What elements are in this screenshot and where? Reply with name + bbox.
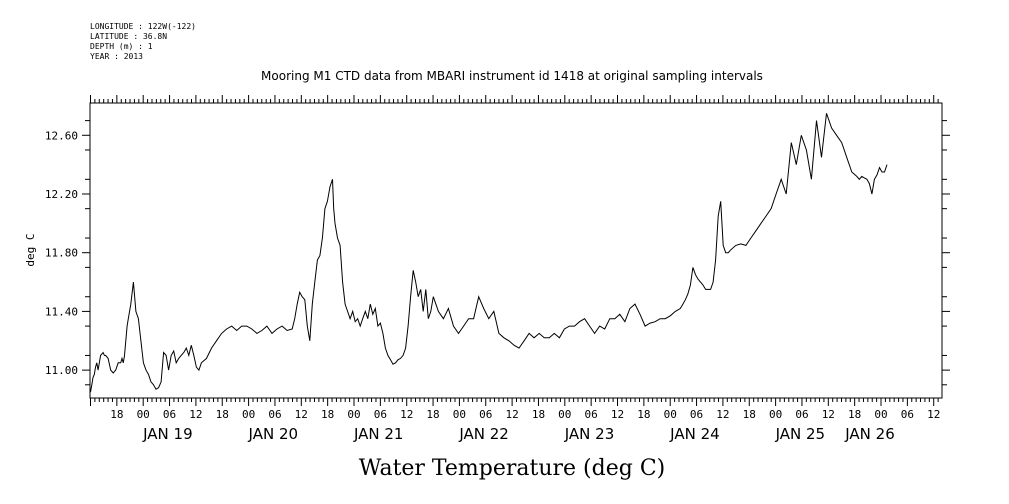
x-day-label: JAN 19 (142, 425, 193, 443)
x-hour-label: 06 (901, 408, 914, 421)
x-hour-label: 06 (163, 408, 176, 421)
x-hour-label: 18 (637, 408, 650, 421)
temperature-series-line (90, 113, 888, 393)
x-hour-label: 00 (242, 408, 255, 421)
x-day-label: JAN 26 (844, 425, 895, 443)
x-hour-label: 12 (716, 408, 729, 421)
x-hour-label: 06 (585, 408, 598, 421)
x-hour-labels: 18 00 06 12 18 00 06 12 18 00 06 12 18 00 06 12 18 00 06 12… (110, 408, 940, 421)
latitude-label: LATITUDE : 36.8N (90, 32, 168, 41)
longitude-label: LONGITUDE : 122W(-122) (90, 22, 196, 31)
x-hour-label: 18 (532, 408, 545, 421)
x-hour-label: 18 (848, 408, 861, 421)
x-hour-label: 12 (611, 408, 624, 421)
x-hour-label: 18 (426, 408, 439, 421)
depth-label: DEPTH (m) : 1 (90, 42, 153, 51)
y-tick-label: 12.20 (45, 188, 78, 201)
y-tick-label: 11.80 (45, 247, 78, 260)
x-hour-label: 12 (189, 408, 202, 421)
x-hour-label: 12 (505, 408, 518, 421)
x-hour-label: 18 (321, 408, 334, 421)
x-day-labels: JAN 19 JAN 20 JAN 21 JAN 22 JAN 23 JAN 24 JAN … (142, 425, 895, 443)
y-tick-label: 11.40 (45, 305, 78, 318)
x-day-label: JAN 22 (458, 425, 509, 443)
chart-title: Mooring M1 CTD data from MBARI instrumen… (261, 69, 763, 83)
x-day-label: JAN 21 (353, 425, 404, 443)
year-label: YEAR : 2013 (90, 52, 143, 61)
x-hour-label: 18 (743, 408, 756, 421)
y-axis-label: deg C (24, 233, 37, 266)
y-tick-label: 11.00 (45, 364, 78, 377)
y-axis: 11.00 11.40 11.80 12.20 12.60 (45, 120, 950, 386)
x-day-label: JAN 23 (564, 425, 615, 443)
x-hour-label: 12 (295, 408, 308, 421)
x-hour-label: 06 (268, 408, 281, 421)
x-hour-label: 06 (690, 408, 703, 421)
x-hour-label: 06 (374, 408, 387, 421)
x-hour-label: 00 (664, 408, 677, 421)
x-axis (90, 95, 939, 406)
x-hour-label: 12 (400, 408, 413, 421)
x-hour-label: 12 (927, 408, 940, 421)
x-hour-label: 00 (558, 408, 571, 421)
y-tick-label: 12.60 (45, 129, 78, 142)
x-hour-label: 12 (822, 408, 835, 421)
x-hour-label: 00 (453, 408, 466, 421)
x-day-label: JAN 24 (669, 425, 720, 443)
x-hour-label: 06 (795, 408, 808, 421)
x-hour-label: 00 (874, 408, 887, 421)
x-hour-label: 00 (347, 408, 360, 421)
x-axis-label: Water Temperature (deg C) (359, 456, 666, 481)
x-hour-label: 00 (769, 408, 782, 421)
x-hour-label: 18 (110, 408, 123, 421)
x-hour-label: 06 (479, 408, 492, 421)
x-hour-label: 18 (216, 408, 229, 421)
x-day-label: JAN 25 (775, 425, 826, 443)
x-hour-label: 00 (137, 408, 150, 421)
x-day-label: JAN 20 (248, 425, 299, 443)
